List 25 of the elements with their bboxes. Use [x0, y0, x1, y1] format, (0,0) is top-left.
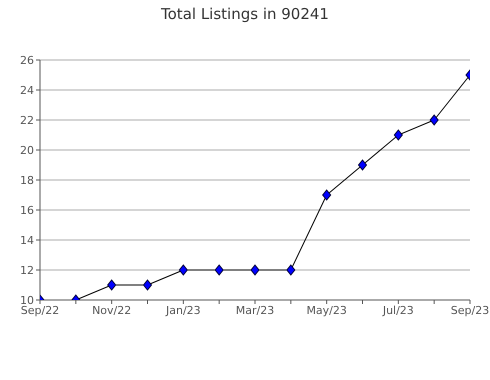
point — [430, 114, 439, 126]
y-tick-label: 24 — [20, 84, 34, 97]
x-tick-label: Jul/23 — [382, 304, 414, 317]
point — [358, 160, 367, 170]
x-tick-label: Nov/22 — [92, 304, 132, 317]
x-tick-label: May/23 — [306, 304, 347, 317]
y-tick-label: 14 — [20, 234, 34, 247]
point — [143, 280, 152, 290]
y-tick-label: 18 — [20, 174, 34, 187]
point — [286, 264, 296, 276]
point — [250, 264, 260, 276]
x-tick-label: Mar/23 — [236, 304, 274, 317]
y-tick-label: 26 — [20, 54, 34, 67]
y-tick-label: 12 — [20, 264, 34, 277]
point — [394, 130, 403, 140]
y-tick-label: 22 — [20, 114, 34, 127]
point — [178, 264, 188, 276]
y-tick-label: 16 — [20, 204, 34, 217]
chart-title: Total Listings in 90241 — [160, 5, 330, 23]
x-tick-label: Sep/23 — [450, 304, 490, 317]
x-tick-label: Jan/23 — [164, 304, 201, 317]
point — [214, 264, 224, 276]
point — [322, 190, 332, 200]
point — [107, 280, 116, 290]
y-tick-label: 20 — [20, 144, 34, 157]
